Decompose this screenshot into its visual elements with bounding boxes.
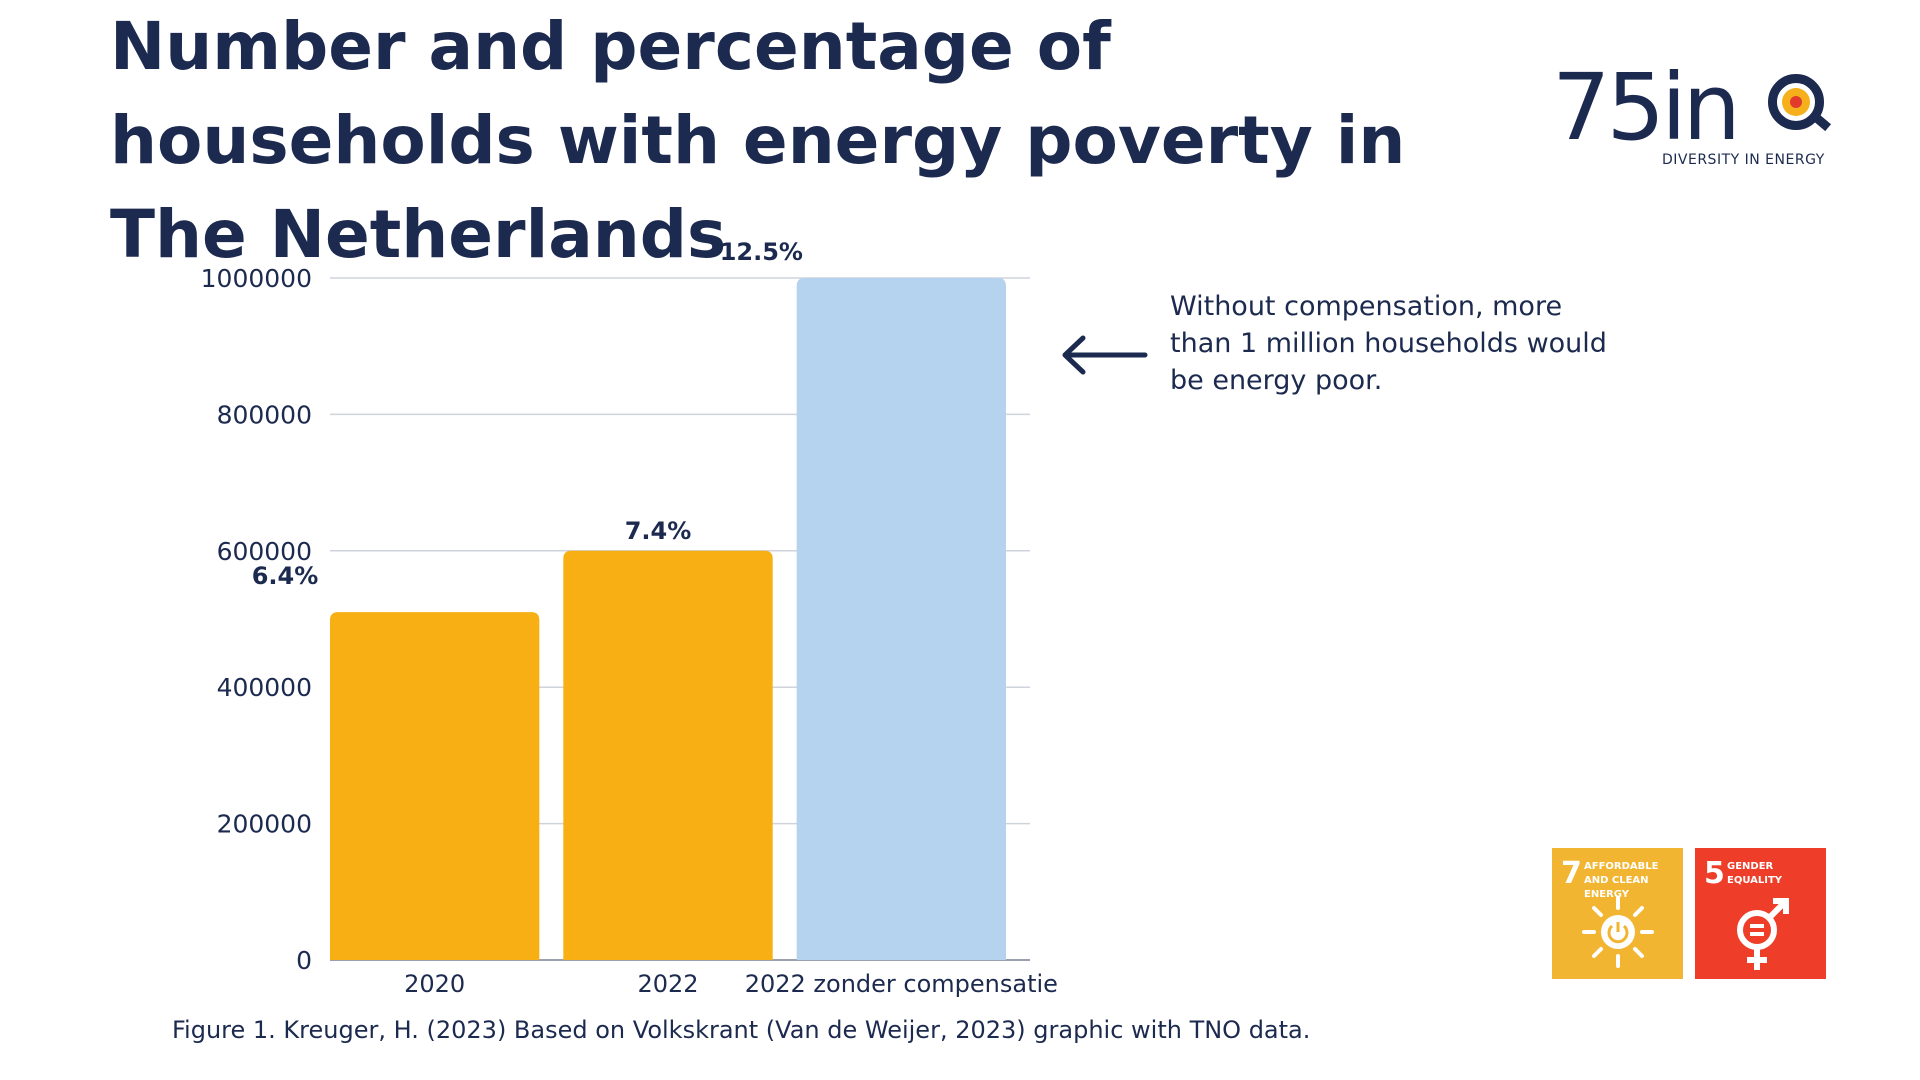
data-label: 12.5%	[720, 238, 803, 266]
y-axis-ticks: 0 200000 400000 600000 800000 1000000	[201, 264, 312, 975]
sun-power-icon	[1582, 896, 1654, 968]
x-tick-label: 2022 zonder compensatie	[745, 970, 1058, 998]
figure-caption: Figure 1. Kreuger, H. (2023) Based on Vo…	[172, 1016, 1311, 1044]
arrow-left-icon	[1062, 335, 1148, 375]
logo-target-icon	[1768, 74, 1824, 130]
sdg5-number: 5	[1704, 856, 1725, 891]
bar	[796, 278, 1006, 960]
y-tick-label: 800000	[217, 400, 312, 429]
data-label: 6.4%	[252, 562, 319, 590]
sdg7-number: 7	[1561, 856, 1582, 891]
bar	[563, 550, 773, 960]
page-title: Number and percentage of households with…	[110, 8, 1406, 273]
x-axis-ticks: 2020 2022 2022 zonder compensatie	[404, 970, 1058, 998]
bar	[330, 612, 540, 960]
y-tick-label: 0	[296, 946, 312, 975]
y-tick-label: 1000000	[201, 264, 312, 293]
x-tick-label: 2022	[637, 970, 698, 998]
sdg5-label: GENDER EQUALITY	[1727, 861, 1783, 886]
y-tick-label: 400000	[217, 673, 312, 702]
data-label: 7.4%	[625, 517, 692, 545]
gender-equality-icon	[1737, 898, 1789, 970]
sdg5-badge: 5 GENDER EQUALITY	[1695, 848, 1826, 979]
annotation-text: Without compensation, more than 1 millio…	[1170, 291, 1607, 396]
chart-bars	[330, 278, 1006, 960]
data-labels: 6.4% 7.4% 12.5%	[252, 238, 803, 590]
sdg7-label: AFFORDABLE AND CLEAN ENERGY	[1584, 861, 1659, 900]
y-tick-label: 600000	[217, 537, 312, 566]
logo-subtitle: DIVERSITY IN ENERGY	[1662, 152, 1825, 168]
brand-logo: 75in DIVERSITY IN ENERGY	[1552, 58, 1832, 178]
x-tick-label: 2020	[404, 970, 465, 998]
y-tick-label: 200000	[217, 810, 312, 839]
sdg7-badge: 7 AFFORDABLE AND CLEAN ENERGY	[1552, 848, 1683, 979]
logo-wordmark: 75in	[1552, 54, 1741, 161]
